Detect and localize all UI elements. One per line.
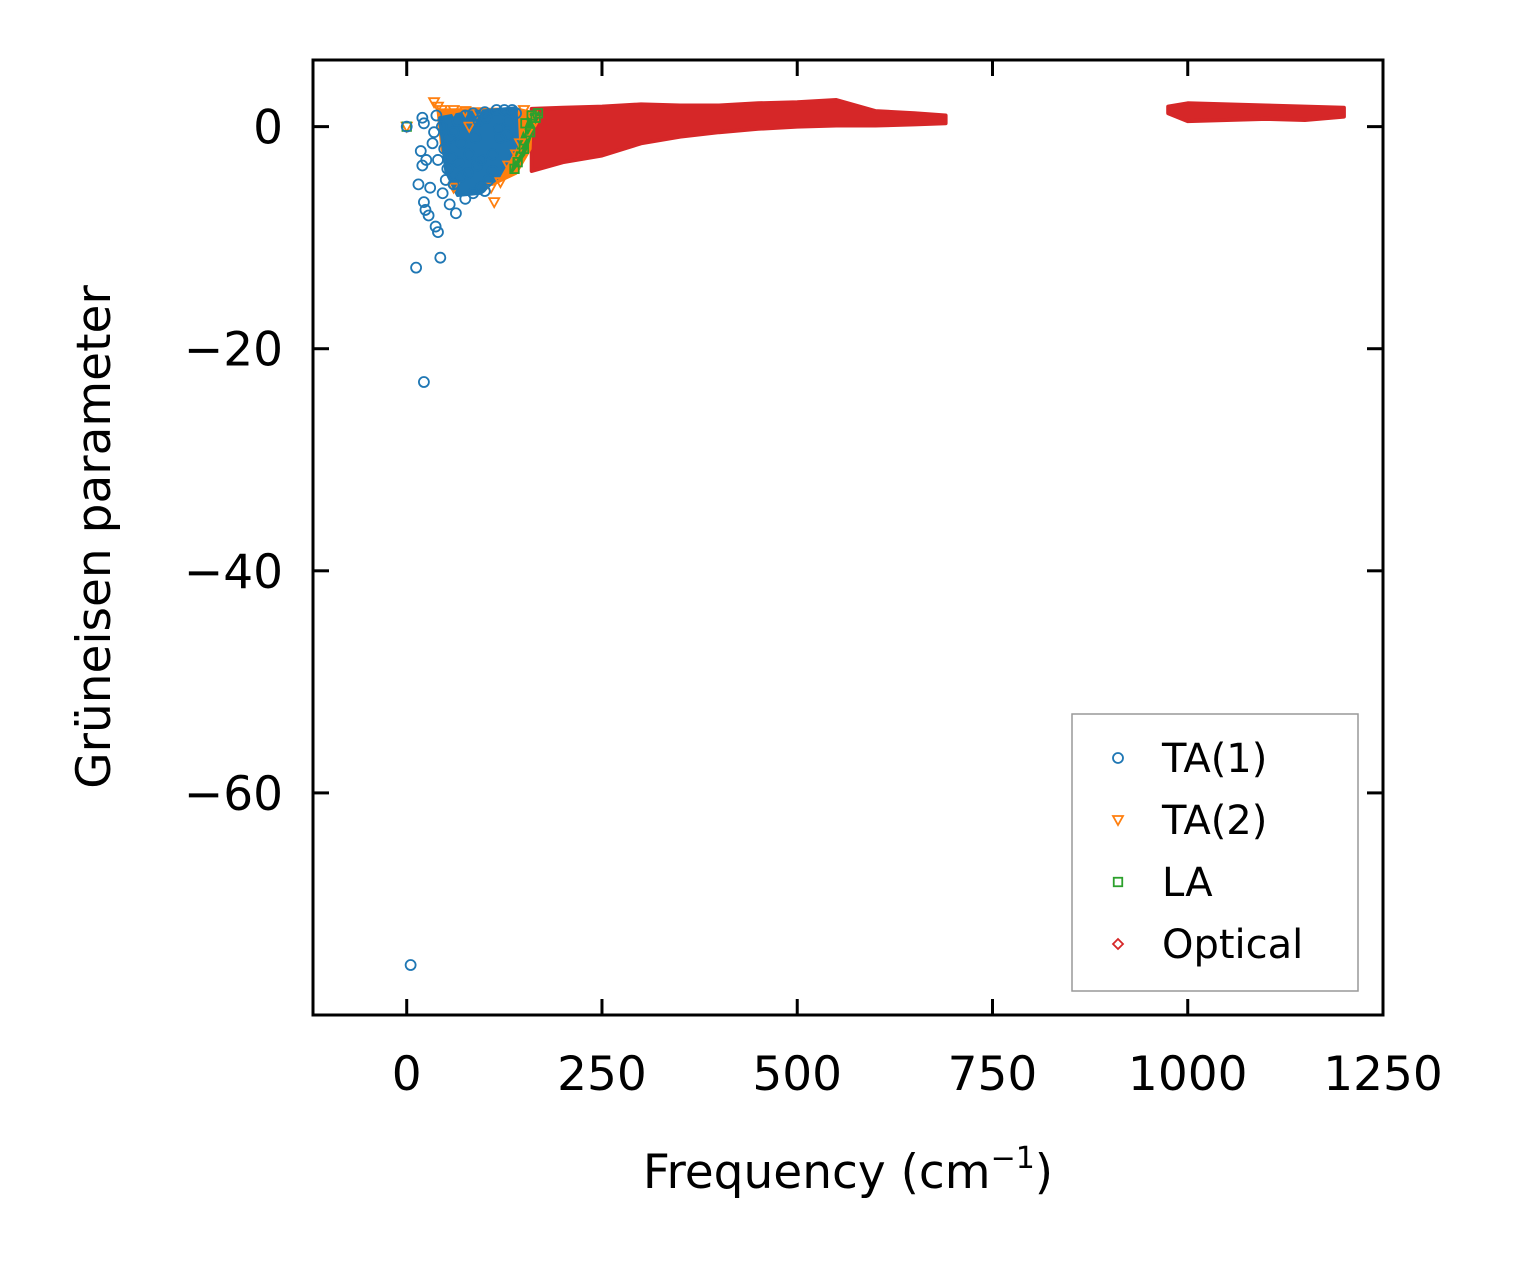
y-tick-label-0: 0 <box>253 101 283 156</box>
legend-label-ta2: TA(2) <box>1161 798 1267 844</box>
ta1-point-36 <box>478 106 491 119</box>
ta1-point-12 <box>436 187 449 200</box>
ta1-point-35 <box>467 107 480 120</box>
la-point-8 <box>526 110 537 121</box>
x-tick-label-500: 500 <box>752 1047 842 1102</box>
ta1-point-17 <box>428 126 440 139</box>
la-point-7 <box>532 108 544 119</box>
ta1-point-21 <box>443 198 456 211</box>
ta1-point-25 <box>459 192 472 205</box>
ta2-point-3 <box>431 101 445 114</box>
y-tick-label-2: −40 <box>184 545 283 600</box>
ta1-point-4 <box>434 251 447 264</box>
la-point-3 <box>512 157 523 168</box>
ta1-point-22 <box>450 207 462 220</box>
legend-label-optical: Optical <box>1162 922 1303 968</box>
ta1-point-46 <box>455 137 468 150</box>
ta1-point-52 <box>469 131 482 144</box>
legend-marker-ta1 <box>1112 752 1124 764</box>
la-point-4 <box>518 143 530 154</box>
ta1-point-40 <box>510 107 522 120</box>
ta1-point-14 <box>420 154 433 166</box>
ta1-point-59 <box>446 151 458 164</box>
la-point-9 <box>520 118 531 129</box>
ta1-point-42 <box>494 131 507 144</box>
x-axis-label-close: ) <box>1035 1145 1053 1200</box>
ta1-point-56 <box>480 111 493 124</box>
ta1-point-48 <box>435 120 448 133</box>
ta1-point-15 <box>414 145 427 157</box>
x-tick-label-250: 250 <box>557 1047 647 1102</box>
ta2-point-15 <box>487 197 501 209</box>
x-tick-label-1000: 1000 <box>1128 1047 1248 1102</box>
ta1-point-34 <box>459 109 472 122</box>
legend: TA(1) TA(2) LA Optical <box>1071 713 1359 992</box>
ta1-point-51 <box>475 154 487 166</box>
ta1-point-8 <box>419 204 432 216</box>
ta1-point-37 <box>490 104 503 116</box>
legend-marker-optical <box>1111 937 1125 951</box>
optical-band-2 <box>1166 101 1346 124</box>
y-tick-label-1: −20 <box>184 323 283 378</box>
ta1-point-43 <box>486 148 499 161</box>
ta1-point-19 <box>418 117 430 130</box>
ta1-point-26 <box>467 187 480 200</box>
ta1-point-60 <box>441 162 454 175</box>
ta1-point-18 <box>416 111 429 124</box>
axis-ticks: 0 250 500 750 1000 1250 0 −20 −40 −60 <box>184 60 1443 1102</box>
ta1-point-28 <box>478 185 491 197</box>
plot-frame <box>311 58 1385 1017</box>
ta1-dense-region <box>438 106 520 197</box>
ta2-point-14 <box>493 177 507 190</box>
ta1-point-5 <box>432 226 444 239</box>
ta1-point-47 <box>447 126 460 139</box>
y-axis-label: Grüneisen parameter <box>67 285 122 789</box>
ta2-point-8 <box>517 105 531 117</box>
ta2-point-12 <box>509 149 523 162</box>
ta1-point-54 <box>492 122 505 135</box>
legend-label-la: LA <box>1162 860 1213 906</box>
legend-marker-ta2 <box>1111 815 1125 827</box>
ta1-point-10 <box>412 178 425 191</box>
ta1-point-38 <box>498 104 511 116</box>
ta1-point-1 <box>404 959 417 971</box>
y-tick-label-3: −60 <box>184 767 283 822</box>
x-axis-label: Frequency (cm−1) <box>643 1141 1053 1200</box>
ta1-point-2 <box>418 376 430 388</box>
ta1-point-45 <box>463 148 476 161</box>
legend-label-ta1: TA(1) <box>1161 736 1267 782</box>
x-tick-label-750: 750 <box>948 1047 1038 1102</box>
la-point-2 <box>509 163 520 174</box>
ta1-point-16 <box>426 137 439 150</box>
ta1-point-58 <box>461 167 474 180</box>
ta1-point-3 <box>410 261 422 274</box>
legend-marker-la <box>1112 876 1124 888</box>
ta1-point-33 <box>451 115 464 127</box>
x-axis-label-superscript: −1 <box>991 1141 1035 1176</box>
ta1-point-49 <box>430 109 443 122</box>
legend-box <box>1071 713 1359 992</box>
ta1-point-6 <box>429 220 442 233</box>
ta1-point-50 <box>482 174 495 186</box>
ta1-point-23 <box>447 178 460 191</box>
plot-area <box>400 97 1346 971</box>
ta1-point-30 <box>432 154 444 166</box>
ta1-point-9 <box>418 196 430 209</box>
x-tick-label-0: 0 <box>392 1047 422 1102</box>
ta1-point-55 <box>500 129 513 142</box>
ta1-point-61 <box>400 120 413 133</box>
ta1-point-31 <box>438 142 451 155</box>
ta2-point-18 <box>462 121 476 134</box>
ta1-point-24 <box>455 170 468 183</box>
ta2-point-5 <box>447 105 461 117</box>
ta1-point-41 <box>502 115 515 127</box>
ta1-point-11 <box>424 181 437 194</box>
x-tick-label-1250: 1250 <box>1323 1047 1443 1102</box>
optical-band-1 <box>529 98 948 173</box>
